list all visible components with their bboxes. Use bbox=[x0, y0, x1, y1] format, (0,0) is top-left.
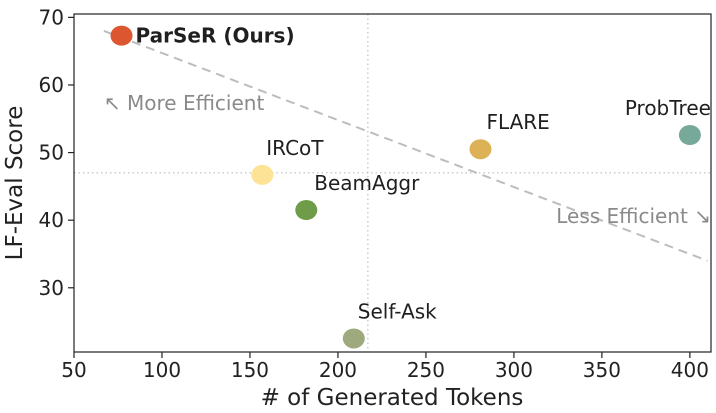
data-points bbox=[110, 25, 701, 349]
x-tick-label: 50 bbox=[61, 358, 86, 382]
y-tick-label: 50 bbox=[39, 141, 64, 165]
point-flare bbox=[469, 139, 492, 160]
label-self-ask: Self-Ask bbox=[358, 299, 437, 323]
y-tick-label: 60 bbox=[39, 73, 64, 97]
plot-frame bbox=[73, 13, 712, 353]
x-tick-label: 200 bbox=[319, 358, 357, 382]
x-axis-title: # of Generated Tokens bbox=[261, 385, 524, 411]
label-flare: FLARE bbox=[486, 110, 549, 134]
trend-line bbox=[103, 29, 708, 262]
point-beamaggr bbox=[295, 200, 318, 221]
annotation-less-efficient: Less Efficient ↘ bbox=[556, 204, 711, 228]
x-tick-label: 100 bbox=[143, 358, 181, 382]
y-tick-label: 30 bbox=[39, 276, 64, 300]
annotation-more-efficient: ↖ More Efficient bbox=[104, 91, 265, 115]
label-probtree: ProbTree bbox=[625, 96, 711, 120]
x-tick-label: 400 bbox=[671, 358, 709, 382]
y-axis-title: LF-Eval Score bbox=[2, 106, 28, 261]
point-labels: ParSeR (Ours) IRCoT BeamAggr Self-Ask FLARE P… bbox=[136, 24, 711, 324]
label-beamaggr: BeamAggr bbox=[314, 171, 420, 195]
label-ircot: IRCoT bbox=[266, 136, 324, 160]
y-tick-label: 40 bbox=[39, 208, 64, 232]
point-parser-ours bbox=[110, 25, 133, 46]
annotations: ↖ More Efficient Less Efficient ↘ bbox=[104, 91, 711, 228]
y-tick-label: 70 bbox=[39, 5, 64, 29]
label-parser-ours: ParSeR (Ours) bbox=[136, 24, 295, 48]
x-tick-label: 150 bbox=[231, 358, 269, 382]
x-tick-label: 250 bbox=[407, 358, 445, 382]
trend-line-group bbox=[103, 29, 708, 262]
point-probtree bbox=[678, 125, 701, 146]
x-tick-label: 300 bbox=[495, 358, 533, 382]
axes: 50 100 150 200 250 300 350 400 30 40 50 60 70 bbox=[39, 5, 712, 382]
x-tick-label: 350 bbox=[583, 358, 621, 382]
point-self-ask bbox=[342, 328, 365, 349]
point-ircot bbox=[251, 164, 274, 185]
